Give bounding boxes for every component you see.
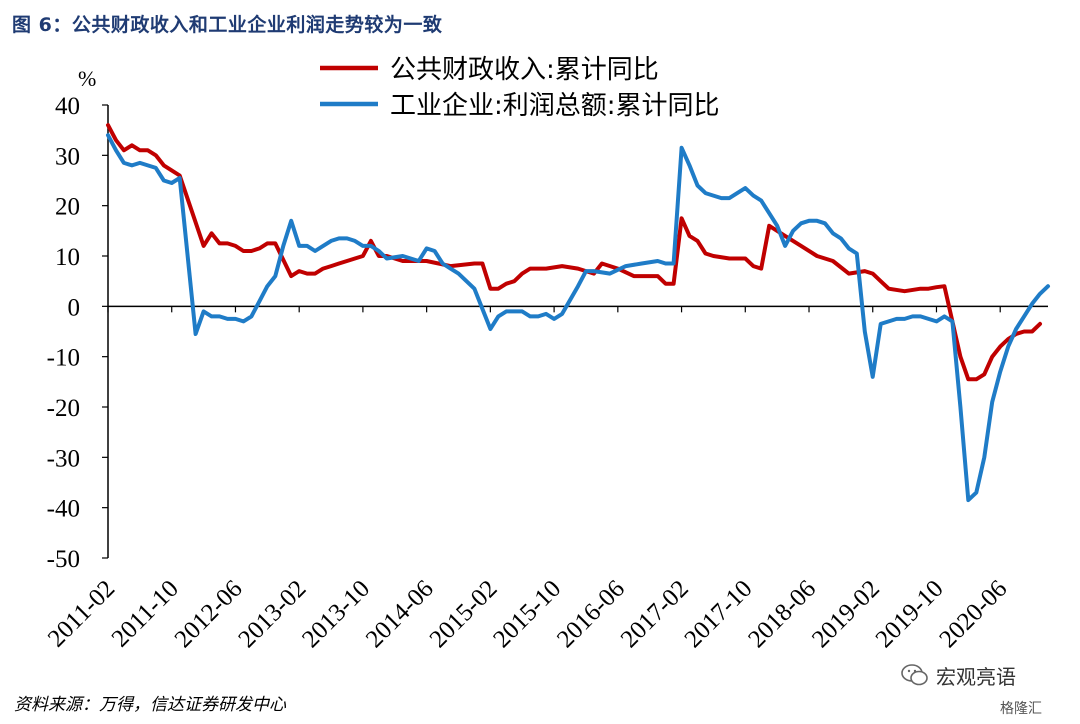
watermark: 宏观亮语	[900, 660, 1016, 690]
y-tick-label: -40	[47, 496, 80, 523]
legend-label-1: 公共财政收入:累计同比	[390, 55, 659, 85]
chart-title: 图 6：公共财政收入和工业企业利润走势较为一致	[12, 14, 443, 36]
line-chart: 403020100-10-20-30-40-50%2011-022011-102…	[43, 55, 1050, 653]
x-tick-label: 2014-06	[361, 575, 439, 653]
legend-label-2: 工业企业:利润总额:累计同比	[390, 91, 720, 121]
y-tick-label: -30	[47, 445, 80, 472]
x-tick-label: 2016-06	[552, 575, 630, 653]
series-line-1	[106, 123, 1042, 382]
x-tick-label: 2019-10	[871, 575, 949, 653]
y-tick-label: 20	[55, 194, 80, 221]
wechat-icon	[901, 664, 928, 686]
axes	[102, 104, 1048, 559]
y-tick-label: 40	[55, 93, 80, 120]
x-tick-label: 2011-02	[43, 575, 120, 652]
x-tick-label: 2020-06	[934, 575, 1012, 653]
x-tick-label: 2015-10	[488, 575, 566, 653]
y-tick-label: -20	[47, 395, 80, 422]
x-tick-label: 2017-10	[680, 575, 758, 653]
tick-labels: 403020100-10-20-30-40-50%2011-022011-102…	[43, 66, 1013, 653]
watermark-brand: 格隆汇	[1000, 701, 1042, 717]
y-axis-unit: %	[78, 66, 96, 91]
x-tick-label: 2011-10	[107, 575, 184, 652]
y-tick-label: -50	[47, 546, 80, 573]
x-tick-label: 2015-02	[425, 575, 503, 653]
x-tick-label: 2018-06	[743, 575, 821, 653]
x-tick-label: 2012-06	[170, 575, 248, 653]
y-tick-label: 10	[55, 244, 80, 271]
x-tick-label: 2013-10	[297, 575, 375, 653]
x-tick-label: 2019-02	[807, 575, 885, 653]
x-tick-label: 2013-02	[233, 575, 311, 653]
y-tick-label: 0	[68, 294, 81, 321]
series-lines	[106, 123, 1050, 503]
x-tick-label: 2017-02	[616, 575, 694, 653]
y-tick-label: -10	[47, 345, 80, 372]
watermark-text: 宏观亮语	[936, 664, 1016, 689]
source-note: 资料来源：万得，信达证券研发中心	[14, 695, 286, 715]
y-tick-label: 30	[55, 143, 80, 170]
series-line-2	[106, 133, 1050, 503]
